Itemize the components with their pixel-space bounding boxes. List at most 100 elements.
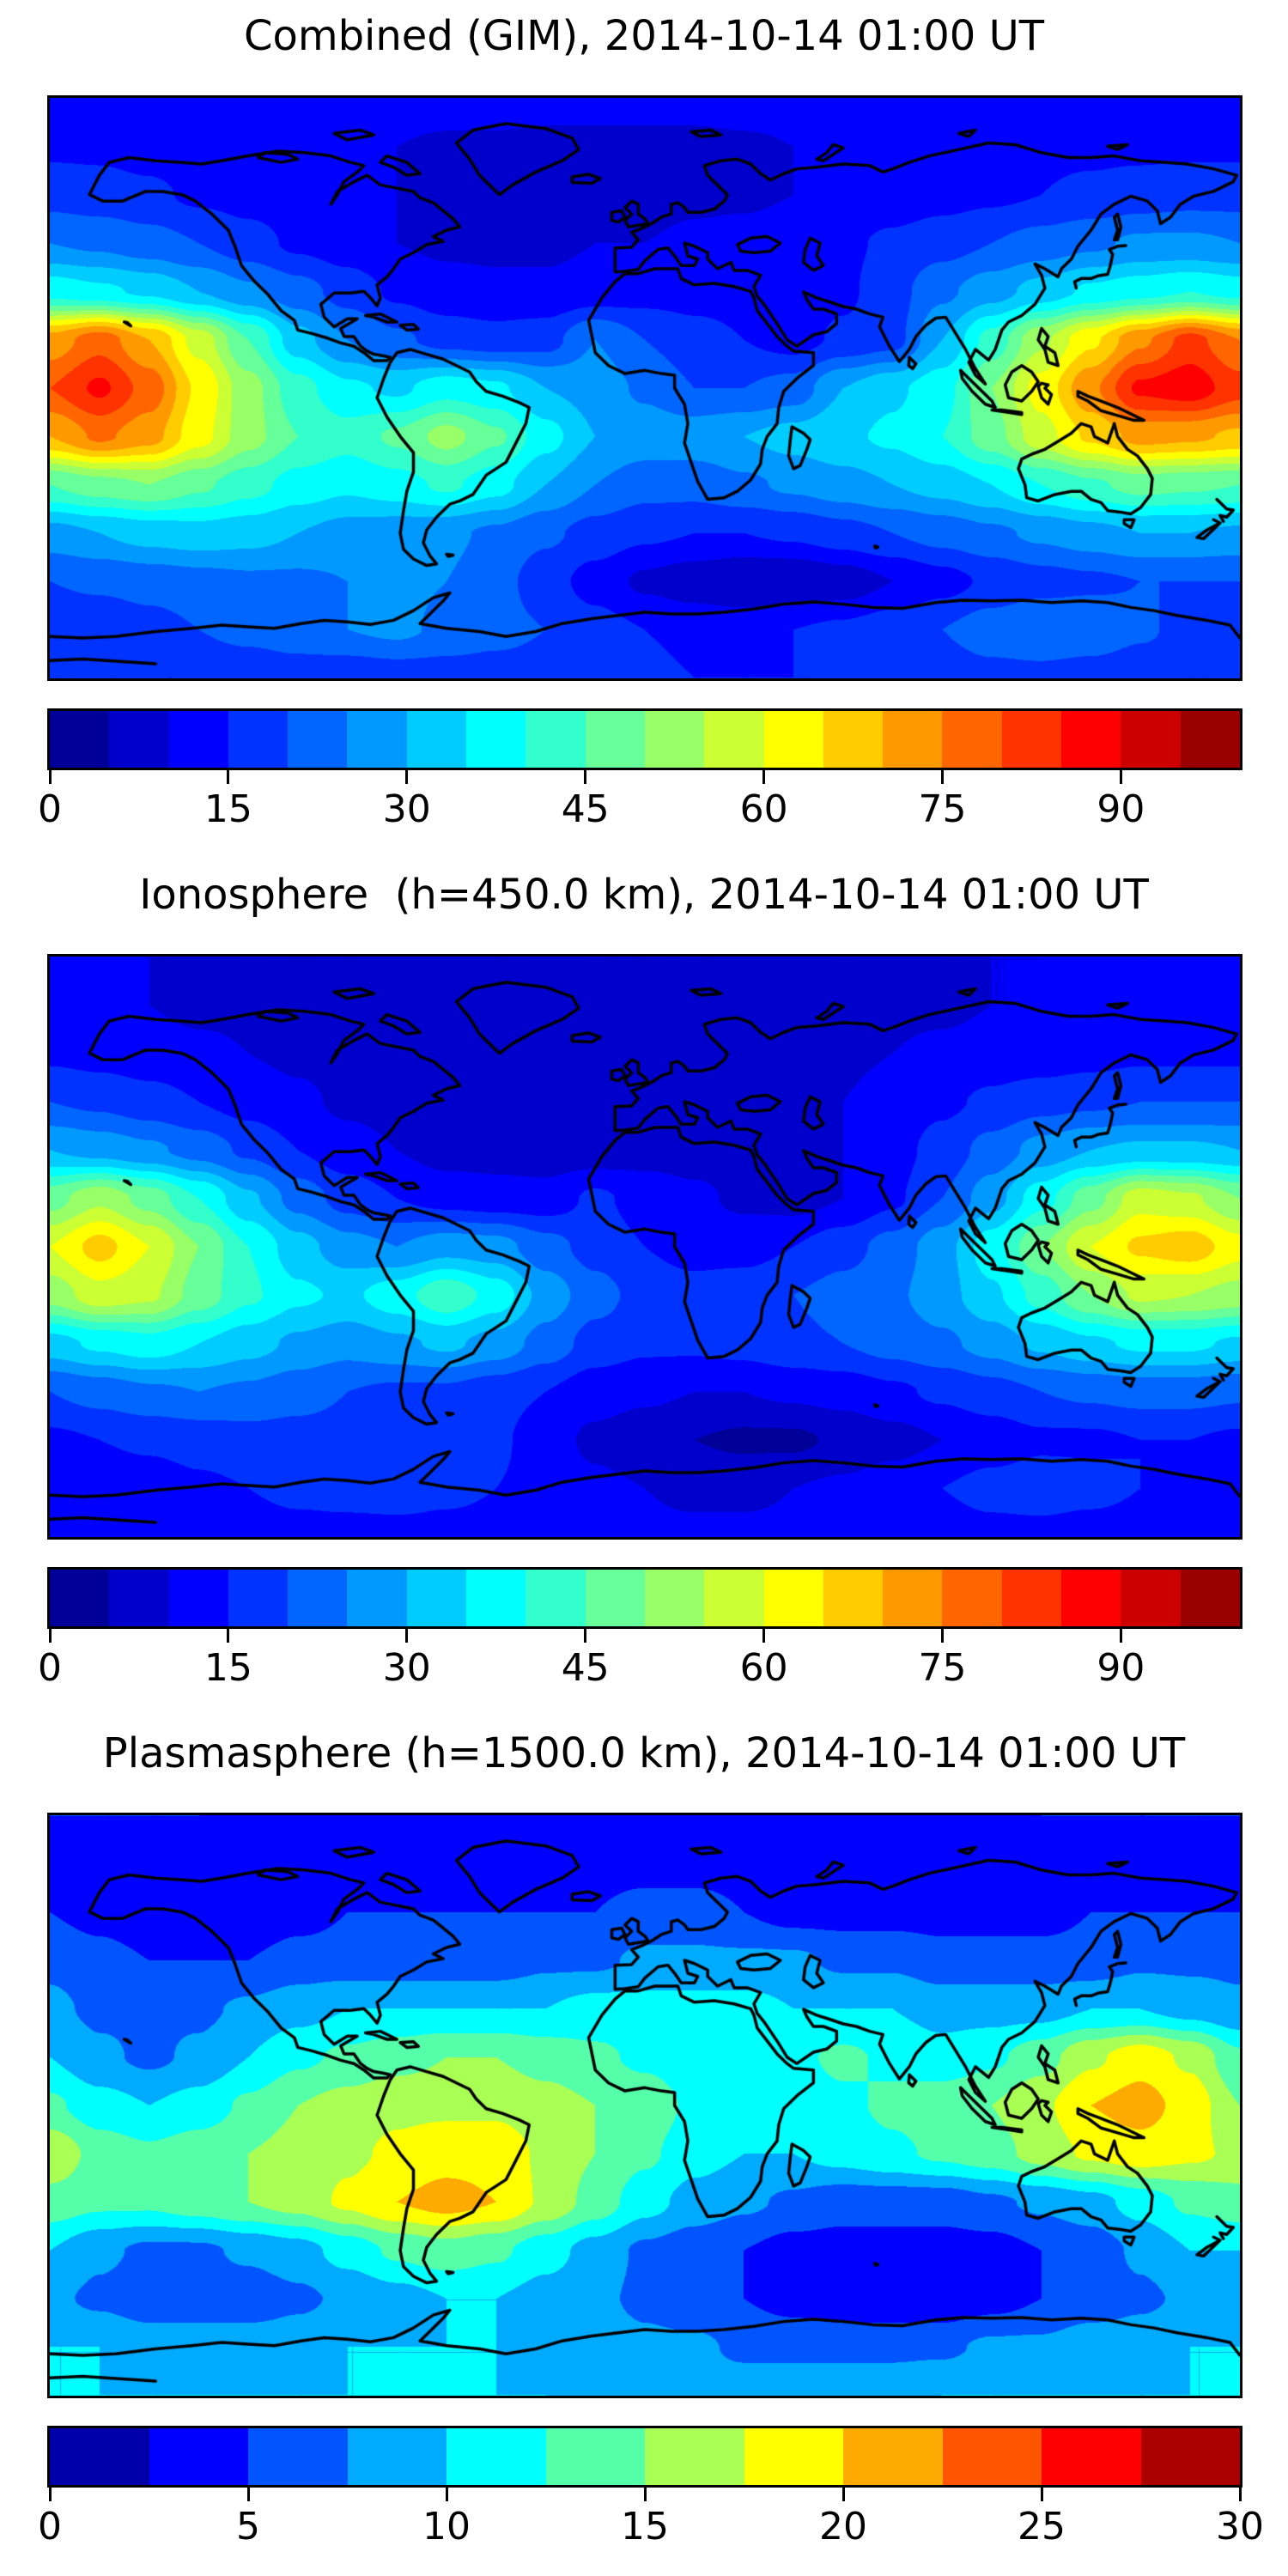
colorbar-band [406,711,467,768]
colorbar-tick [1040,2488,1043,2501]
colorbar-band [447,2428,546,2485]
colorbar-tick [1238,2488,1242,2501]
colorbar-band [288,711,348,768]
colorbar-tick-label: 20 [819,2505,867,2549]
colorbar-band [883,711,943,768]
colorbar-tick [48,2488,52,2501]
colorbar-band [50,711,110,768]
colorbar-tick [643,2488,647,2501]
colorbar-tick [762,1629,766,1643]
colorbar-band [585,711,645,768]
colorbar-tick [246,2488,250,2501]
world-tec-map-combined [50,98,1240,678]
map-frame-ionosphere [47,954,1242,1540]
colorbar-tick-label: 75 [918,787,967,831]
colorbar-tick-label: 45 [561,787,610,831]
colorbar-tick-label: 10 [422,2505,471,2549]
colorbar-band [347,2428,447,2485]
colorbar-band [1121,1570,1181,1626]
colorbar-band [1061,711,1121,768]
colorbar-band [843,2428,943,2485]
colorbar-tick-label: 90 [1097,1646,1145,1690]
panel-title-plasmasphere: Plasmasphere (h=1500.0 km), 2014-10-14 0… [102,1729,1186,1777]
colorbar-tick [1119,770,1122,784]
colorbar-ticks-ionosphere [48,1629,1240,1643]
colorbar-tick [227,770,230,784]
colorbar-tick-label: 25 [1018,2505,1066,2549]
colorbar-band [1180,1570,1240,1626]
colorbar-tick-label: 45 [561,1646,610,1690]
panel-title-ionosphere: Ionosphere (h=450.0 km), 2014-10-14 01:0… [139,871,1149,919]
colorbar-band [149,2428,248,2485]
colorbar-band [466,1570,526,1626]
colorbar-band [645,2428,744,2485]
colorbar-tick-label: 90 [1097,787,1145,831]
colorbar-tick [762,770,766,784]
colorbar-tick [227,1629,230,1643]
colorbar-band [50,2428,149,2485]
colorbar-band [1140,2428,1240,2485]
colorbar-band [526,1570,586,1626]
colorbar-band [1001,1570,1062,1626]
colorbar-band [168,1570,228,1626]
colorbar-ionosphere [47,1567,1242,1629]
colorbar-band [1001,711,1062,768]
colorbar-band [248,2428,348,2485]
colorbar-band [585,1570,645,1626]
colorbar-band [545,2428,645,2485]
colorbar-tick [584,1629,587,1643]
colorbar-band [109,711,169,768]
colorbar-tick [941,770,944,784]
colorbar-tick [405,770,409,784]
colorbar-band [1061,1570,1121,1626]
colorbar-band [763,711,823,768]
colorbar-band [823,711,884,768]
colorbar-labels-combined: 0 15 30 45 60 75 90 [38,787,1240,833]
colorbar-band [942,711,1002,768]
colorbar-band [823,1570,884,1626]
colorbar-band [763,1570,823,1626]
colorbar-tick [841,2488,845,2501]
colorbar-plasmasphere [47,2426,1242,2488]
colorbar-tick-label: 75 [918,1646,967,1690]
colorbar-band [347,1570,407,1626]
colorbar-band [168,711,228,768]
colorbar-tick-label: 0 [38,1646,62,1690]
panel-ionosphere: Ionosphere (h=450.0 km), 2014-10-14 01:0… [0,859,1288,1717]
colorbar-band [1121,711,1181,768]
colorbar-tick [941,1629,944,1643]
colorbar-band [942,1570,1002,1626]
map-frame-combined [47,95,1242,681]
colorbar-tick-label: 60 [739,787,788,831]
colorbar-tick [48,770,52,784]
colorbar-tick-label: 60 [739,1646,788,1690]
colorbar-tick [405,1629,409,1643]
colorbar-band [466,711,526,768]
colorbar-tick-label: 15 [621,2505,669,2549]
colorbar-band [942,2428,1042,2485]
colorbar-ticks-plasmasphere [48,2488,1242,2501]
colorbar-tick [48,1629,52,1643]
colorbar-band [228,1570,289,1626]
colorbar-tick [445,2488,448,2501]
colorbar-tick-label: 30 [382,787,431,831]
colorbar-band [704,711,764,768]
colorbar-tick [1119,1629,1122,1643]
colorbar-band [347,711,407,768]
colorbar-band [109,1570,169,1626]
colorbar-band [744,2428,843,2485]
colorbar-band [704,1570,764,1626]
colorbar-band [228,711,289,768]
panel-combined-gim: Combined (GIM), 2014-10-14 01:00 UT 0 15 3… [0,0,1288,859]
colorbar-labels-ionosphere: 0 15 30 45 60 75 90 [38,1646,1240,1692]
colorbar-tick-label: 0 [38,787,62,831]
panel-plasmasphere: Plasmasphere (h=1500.0 km), 2014-10-14 0… [0,1717,1288,2576]
colorbar-tick-label: 30 [1216,2505,1264,2549]
colorbar-tick-label: 0 [38,2505,62,2549]
colorbar-band [288,1570,348,1626]
colorbar-band [1042,2428,1141,2485]
colorbar-labels-plasmasphere: 0 5 10 15 20 25 30 [38,2505,1264,2550]
panel-title-combined: Combined (GIM), 2014-10-14 01:00 UT [243,12,1045,60]
colorbar-ticks-combined [48,770,1240,784]
colorbar-tick-label: 30 [382,1646,431,1690]
